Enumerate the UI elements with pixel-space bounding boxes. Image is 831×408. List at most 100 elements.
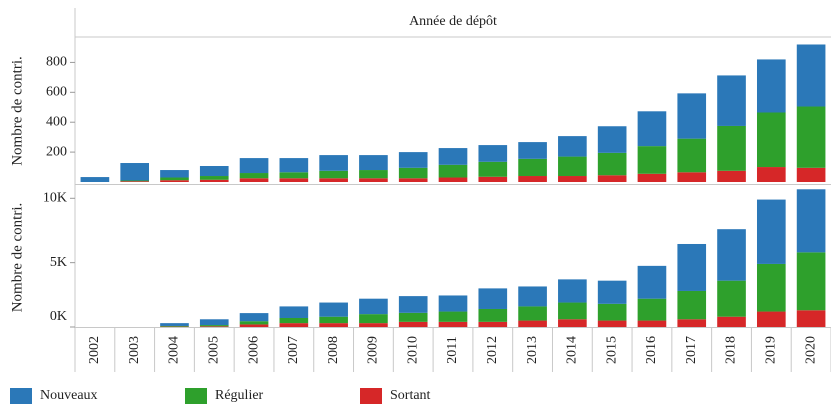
bar-segment [637, 111, 667, 147]
y-tick-label: 600 [46, 85, 67, 100]
bar-segment [359, 170, 388, 179]
bar-segment [478, 321, 508, 327]
bar-segment [438, 311, 468, 322]
bar-segment [359, 178, 388, 182]
bar-segment [478, 145, 508, 162]
bar-segment [239, 173, 269, 179]
bar-segment [478, 161, 508, 177]
bar-segment [319, 155, 348, 171]
x-tick-label: 2009 [366, 336, 381, 364]
bar-segment [796, 252, 826, 311]
bar-segment [279, 178, 309, 182]
bar-segment [398, 167, 428, 179]
bar-segment [279, 158, 309, 173]
bar-segment [597, 303, 627, 321]
x-tick-label: 2006 [246, 336, 261, 364]
x-tick-label: 2016 [644, 336, 659, 364]
x-tick-label: 2007 [286, 336, 301, 364]
bar-segment [438, 295, 468, 312]
y-axis-label: Nombre de contri. [9, 203, 25, 313]
bar-segment [677, 319, 707, 327]
bar-segment [319, 316, 348, 324]
bar-segment [637, 298, 667, 321]
bar-segment [160, 325, 189, 327]
legend-swatch [185, 388, 207, 404]
bar-segment [279, 323, 309, 327]
bar-segment [359, 155, 388, 171]
bar-segment [319, 178, 348, 182]
bar-segment [796, 44, 826, 107]
bar-segment [597, 126, 627, 153]
bar-segment [597, 152, 627, 176]
bar-segment [199, 326, 229, 327]
bar-segment [637, 146, 667, 174]
bar-segment [756, 311, 786, 327]
bar-segment [756, 263, 786, 312]
bar-segment [518, 142, 547, 159]
bar-segment [199, 179, 229, 182]
bar-segment [160, 180, 189, 182]
bar-segment [398, 321, 428, 327]
legend-swatch [10, 388, 32, 404]
y-tick-label: 800 [46, 55, 67, 70]
bar-segment [756, 199, 786, 264]
bar-segment [518, 176, 547, 182]
bar-segment [717, 170, 746, 182]
legend-swatch [360, 388, 382, 404]
x-tick-label: 2015 [604, 336, 619, 364]
x-tick-label: 2018 [724, 336, 739, 364]
bar-segment [438, 177, 468, 182]
x-tick-label: 2005 [206, 336, 221, 364]
bar-segment [558, 136, 587, 157]
bar-segment [796, 189, 826, 253]
bar-segment [398, 178, 428, 182]
y-axis-label: Nombre de contri. [9, 56, 25, 166]
bar-segment [239, 324, 269, 327]
bar-segment [160, 177, 189, 181]
x-tick-label: 2013 [525, 336, 540, 364]
bar-segment [160, 170, 189, 178]
bar-segment [717, 280, 746, 317]
bar-segment [438, 164, 468, 178]
bar-segment [637, 173, 667, 182]
bar-segment [518, 320, 547, 327]
bar-segment [677, 93, 707, 139]
legend-label: Nouveaux [40, 388, 98, 403]
bar-segment [359, 298, 388, 315]
bar-segment [398, 152, 428, 168]
bar-segment [518, 158, 547, 177]
x-tick-label: 2002 [87, 336, 102, 364]
bar-segment [677, 138, 707, 173]
bar-segment [756, 59, 786, 113]
bar-segment [518, 286, 547, 307]
bar-segment [637, 265, 667, 299]
bar-segment [796, 106, 826, 168]
bar-segment [359, 314, 388, 324]
bar-segment [319, 323, 348, 327]
bar-segment [359, 323, 388, 327]
x-tick-label: 2003 [127, 336, 142, 364]
bar-segment [756, 112, 786, 168]
bar-segment [677, 172, 707, 182]
bar-segment [597, 320, 627, 327]
x-tick-label: 2019 [764, 336, 779, 364]
x-tick-label: 2020 [803, 336, 818, 364]
x-tick-label: 2008 [326, 336, 341, 364]
bar-segment [558, 176, 587, 182]
bar-segment [796, 167, 826, 182]
bar-segment [558, 302, 587, 320]
bar-segment [478, 308, 508, 322]
y-tick-label: 5K [50, 255, 67, 270]
bar-segment [199, 319, 229, 326]
bar-segment [558, 279, 587, 303]
bar-segment [438, 148, 468, 165]
bar-segment [279, 317, 309, 324]
bar-segment [120, 163, 150, 181]
bar-segment [558, 319, 587, 327]
bar-segment [120, 180, 150, 182]
bar-segment [756, 167, 786, 182]
bar-segment [239, 158, 269, 174]
bar-segment [398, 312, 428, 322]
bar-segment [239, 321, 269, 325]
